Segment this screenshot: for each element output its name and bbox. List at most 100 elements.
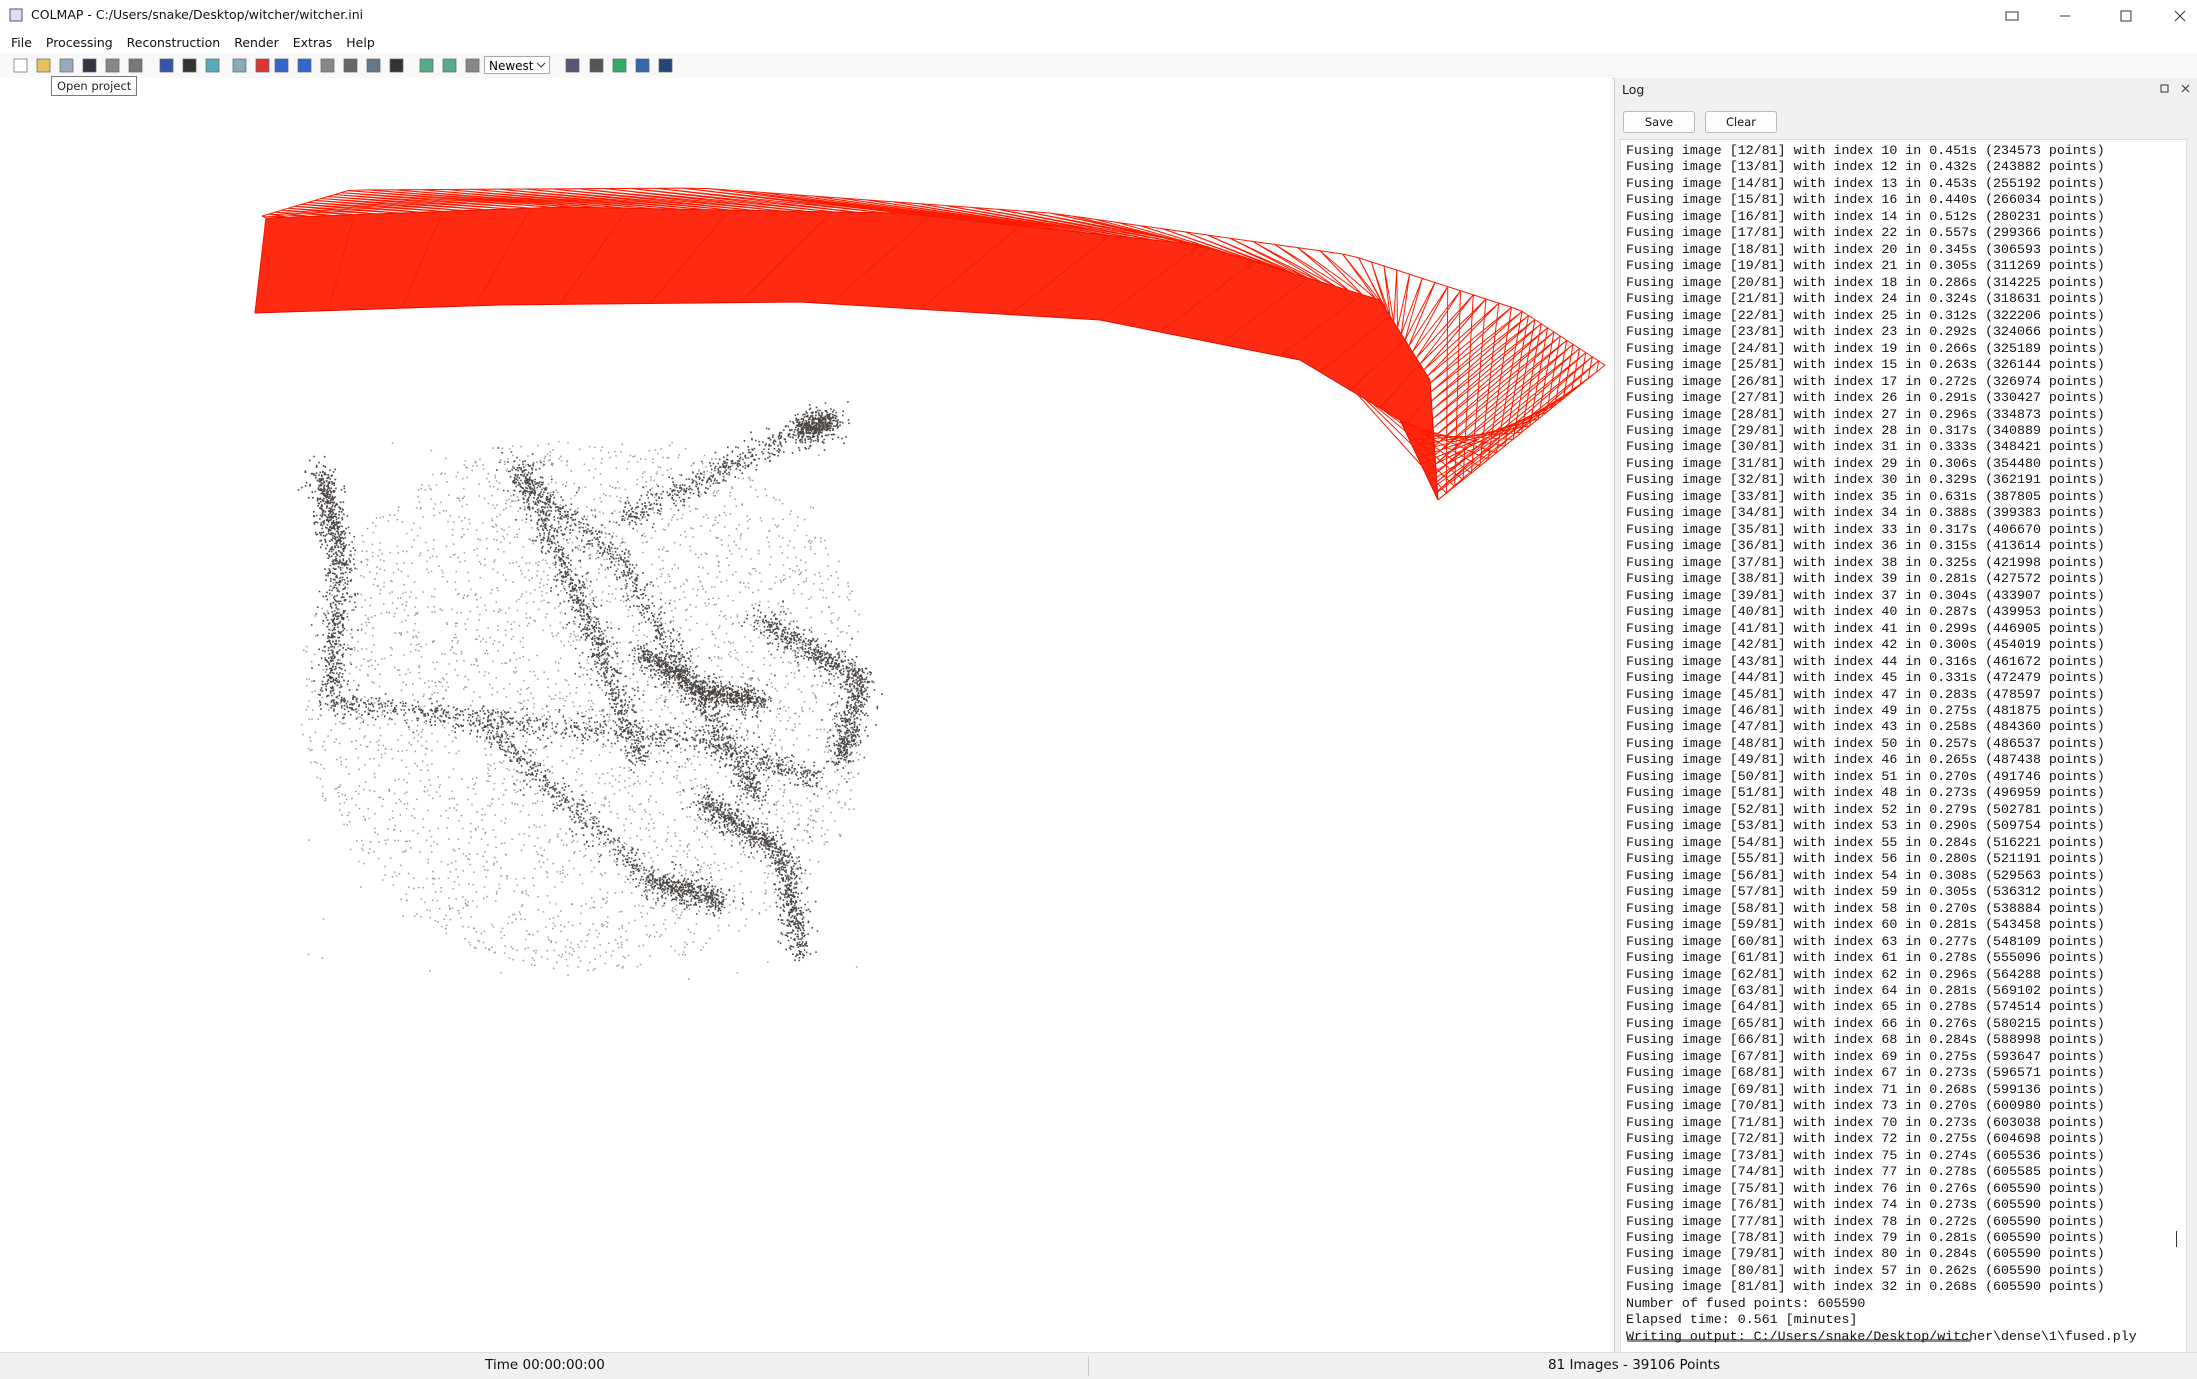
log-line: Elapsed time: 0.561 [minutes] [1626, 1312, 1858, 1328]
log-line: Fusing image [63/81] with index 64 in 0.… [1626, 982, 2105, 998]
save-button[interactable]: Save [1623, 111, 1695, 133]
camera-frustums [254, 187, 1606, 501]
toolbar-button[interactable] [105, 58, 120, 73]
log-line: Fusing image [36/81] with index 36 in 0.… [1626, 538, 2105, 554]
point-cloud-dense [297, 401, 883, 962]
log-line: Fusing image [34/81] with index 34 in 0.… [1626, 505, 2105, 521]
log-line: Fusing image [69/81] with index 71 in 0.… [1626, 1081, 2105, 1097]
toolbar-button[interactable] [36, 58, 51, 73]
log-line: Fusing image [24/81] with index 19 in 0.… [1626, 340, 2105, 356]
log-line: Fusing image [31/81] with index 29 in 0.… [1626, 455, 2105, 471]
toolbar-button[interactable] [658, 58, 673, 73]
log-line: Fusing image [57/81] with index 59 in 0.… [1626, 884, 2105, 900]
toolbar-button[interactable] [635, 58, 650, 73]
log-line: Fusing image [22/81] with index 25 in 0.… [1626, 307, 2105, 323]
tooltip: Open project [51, 76, 138, 96]
toolbar-button[interactable] [159, 58, 174, 73]
toolbar-button[interactable] [343, 58, 358, 73]
window-controls[interactable] [2000, 4, 2197, 28]
log-line: Fusing image [49/81] with index 46 in 0.… [1626, 752, 2105, 768]
log-line: Fusing image [62/81] with index 62 in 0.… [1626, 966, 2105, 982]
toolbar-button[interactable] [442, 58, 457, 73]
log-line: Fusing image [67/81] with index 69 in 0.… [1626, 1048, 2105, 1064]
log-line: Fusing image [73/81] with index 75 in 0.… [1626, 1147, 2105, 1163]
toolbar-button[interactable] [366, 58, 381, 73]
menu-item[interactable]: File [11, 34, 32, 50]
combo-arrow [536, 62, 546, 68]
log-line: Fusing image [54/81] with index 55 in 0.… [1626, 834, 2105, 850]
log-title: Log [1622, 82, 1645, 97]
status-summary: 81 Images - 39106 Points [1547, 1357, 1721, 1373]
log-line: Fusing image [58/81] with index 58 in 0.… [1626, 900, 2105, 916]
log-line: Fusing image [27/81] with index 26 in 0.… [1626, 390, 2105, 406]
log-line: Fusing image [38/81] with index 39 in 0.… [1626, 571, 2105, 587]
toolbar-button[interactable] [59, 58, 74, 73]
log-line: Fusing image [15/81] with index 16 in 0.… [1626, 192, 2105, 208]
toolbar-button[interactable] [389, 58, 404, 73]
toolbar-button[interactable] [565, 58, 580, 73]
toolbar: Newest [0, 53, 2197, 79]
menu-item[interactable]: Render [234, 34, 279, 50]
toolbar-button[interactable] [320, 58, 335, 73]
menu-item[interactable]: Extras [292, 34, 333, 50]
toolbar-button[interactable] [128, 58, 143, 73]
toolbar-button[interactable] [465, 58, 480, 73]
log-line: Fusing image [32/81] with index 30 in 0.… [1626, 472, 2105, 488]
log-line: Fusing image [41/81] with index 41 in 0.… [1626, 620, 2105, 636]
3d-viewport[interactable] [0, 78, 1612, 1352]
clear-button[interactable]: Clear [1705, 111, 1777, 133]
toolbar-button[interactable] [589, 58, 604, 73]
log-line: Fusing image [28/81] with index 27 in 0.… [1626, 406, 2105, 422]
log-line: Fusing image [75/81] with index 76 in 0.… [1626, 1180, 2105, 1196]
toolbar-button[interactable] [274, 58, 289, 73]
log-line: Fusing image [20/81] with index 18 in 0.… [1626, 274, 2105, 290]
log-line: Fusing image [81/81] with index 32 in 0.… [1626, 1279, 2105, 1295]
log-line: Fusing image [43/81] with index 44 in 0.… [1626, 653, 2105, 669]
log-line: Fusing image [77/81] with index 78 in 0.… [1626, 1213, 2105, 1229]
title-bar: COLMAP - C:/Users/snake/Desktop/witcher/… [0, 0, 2197, 31]
log-line: Fusing image [72/81] with index 72 in 0.… [1626, 1131, 2105, 1147]
log-panel: Log Save Clear Fusing image [12/81] with… [1614, 78, 2197, 1356]
log-line: Fusing image [14/81] with index 13 in 0.… [1626, 175, 2105, 191]
log-line: Fusing image [48/81] with index 50 in 0.… [1626, 735, 2105, 751]
h-scrollbar[interactable] [1627, 1339, 1971, 1342]
toolbar-button[interactable] [232, 58, 247, 73]
log-line: Writing output: C:/Users/snake/Desktop/w… [1626, 1328, 2137, 1344]
sort-combo[interactable]: Newest [484, 56, 550, 74]
toolbar-button[interactable] [205, 58, 220, 73]
toolbar-button[interactable] [419, 58, 434, 73]
toolbar-button[interactable] [182, 58, 197, 73]
log-line: Fusing image [56/81] with index 54 in 0.… [1626, 867, 2105, 883]
log-line: Fusing image [51/81] with index 48 in 0.… [1626, 785, 2105, 801]
log-line: Fusing image [37/81] with index 38 in 0.… [1626, 554, 2105, 570]
log-line: Fusing image [47/81] with index 43 in 0.… [1626, 719, 2105, 735]
toolbar-button[interactable] [13, 58, 28, 73]
log-line: Fusing image [23/81] with index 23 in 0.… [1626, 324, 2105, 340]
toolbar-button[interactable] [297, 58, 312, 73]
toolbar-button[interactable] [255, 58, 270, 73]
log-line: Fusing image [68/81] with index 67 in 0.… [1626, 1065, 2105, 1081]
log-line: Fusing image [13/81] with index 12 in 0.… [1626, 159, 2105, 175]
log-line: Fusing image [25/81] with index 15 in 0.… [1626, 357, 2105, 373]
menu-item[interactable]: Help [346, 34, 375, 50]
log-line: Fusing image [44/81] with index 45 in 0.… [1626, 670, 2105, 686]
log-line: Fusing image [33/81] with index 35 in 0.… [1626, 488, 2105, 504]
log-line: Fusing image [66/81] with index 68 in 0.… [1626, 1032, 2105, 1048]
toolbar-button[interactable] [82, 58, 97, 73]
log-line: Fusing image [35/81] with index 33 in 0.… [1626, 521, 2105, 537]
log-line: Fusing image [70/81] with index 73 in 0.… [1626, 1098, 2105, 1114]
menu-item[interactable]: Processing [45, 34, 113, 50]
log-line: Fusing image [60/81] with index 63 in 0.… [1626, 933, 2105, 949]
text-cursor [2176, 1231, 2177, 1247]
dock-controls[interactable] [2158, 82, 2194, 96]
log-line: Fusing image [30/81] with index 31 in 0.… [1626, 439, 2105, 455]
log-line: Fusing image [53/81] with index 53 in 0.… [1626, 818, 2105, 834]
toolbar-button[interactable] [612, 58, 627, 73]
log-line: Fusing image [61/81] with index 61 in 0.… [1626, 950, 2105, 966]
log-line: Fusing image [74/81] with index 77 in 0.… [1626, 1164, 2105, 1180]
menu-item[interactable]: Reconstruction [126, 34, 221, 50]
log-line: Fusing image [65/81] with index 66 in 0.… [1626, 1015, 2105, 1031]
log-line: Fusing image [59/81] with index 60 in 0.… [1626, 917, 2105, 933]
app-icon [9, 8, 23, 22]
